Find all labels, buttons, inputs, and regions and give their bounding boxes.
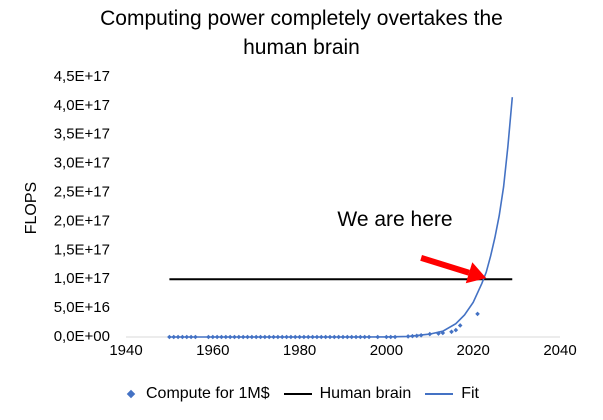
compute-point bbox=[388, 334, 394, 340]
compute-point bbox=[414, 333, 420, 339]
compute-point bbox=[227, 334, 233, 340]
compute-point bbox=[440, 330, 446, 336]
compute-point bbox=[219, 334, 224, 340]
compute-point bbox=[345, 334, 350, 340]
chart-title-line-2: human brain bbox=[243, 36, 360, 59]
compute-point bbox=[214, 334, 220, 340]
y-tick-label: 0,0E+00 bbox=[54, 328, 110, 345]
compute-point bbox=[457, 323, 463, 328]
compute-point bbox=[436, 331, 441, 336]
y-tick-label: 4,5E+17 bbox=[54, 68, 110, 85]
compute-point bbox=[188, 334, 194, 340]
compute-point bbox=[427, 331, 433, 337]
compute-point bbox=[284, 334, 289, 340]
legend-item-brain: Human brain bbox=[283, 385, 412, 403]
y-axis-label: FLOPS bbox=[23, 182, 40, 234]
y-tick-label: 5,0E+16 bbox=[54, 299, 110, 316]
legend-item-fit: Fit bbox=[425, 385, 479, 403]
compute-point bbox=[193, 334, 198, 340]
compute-point bbox=[223, 334, 229, 340]
compute-point bbox=[266, 334, 272, 340]
compute-point bbox=[418, 332, 424, 338]
x-tick-label: 1980 bbox=[283, 342, 316, 359]
compute-point bbox=[245, 334, 250, 340]
y-tick-label: 3,5E+17 bbox=[54, 126, 110, 143]
compute-point bbox=[449, 329, 454, 335]
y-tick-label: 3,0E+17 bbox=[54, 155, 110, 172]
annotation-text: We are here bbox=[337, 208, 452, 231]
y-tick-labels: 0,0E+00 5,0E+16 1,0E+17 1,5E+17 2,0E+17 2,5E+… bbox=[54, 68, 110, 345]
compute-point bbox=[332, 334, 337, 340]
compute-point bbox=[384, 334, 389, 340]
x-tick-label: 2000 bbox=[370, 342, 403, 359]
compute-point bbox=[171, 334, 177, 340]
compute-point bbox=[340, 334, 346, 340]
compute-point bbox=[240, 334, 246, 340]
y-tick-label: 4,0E+17 bbox=[54, 97, 110, 114]
x-tick-label: 2040 bbox=[543, 342, 576, 359]
compute-point bbox=[336, 334, 341, 340]
compute-series bbox=[167, 311, 480, 340]
compute-point bbox=[236, 334, 242, 340]
x-tick-label: 2020 bbox=[457, 342, 490, 359]
compute-point bbox=[253, 334, 259, 340]
x-tick-label: 1940 bbox=[109, 342, 142, 359]
legend-label-fit: Fit bbox=[461, 385, 479, 402]
compute-point bbox=[319, 334, 324, 340]
legend-line-fit bbox=[425, 393, 454, 395]
compute-point bbox=[453, 327, 459, 333]
compute-point bbox=[288, 334, 294, 340]
compute-point bbox=[405, 334, 411, 339]
legend-line-brain bbox=[283, 393, 312, 395]
compute-point bbox=[297, 334, 302, 340]
compute-point bbox=[349, 334, 354, 340]
compute-point bbox=[366, 334, 372, 340]
compute-point bbox=[271, 334, 276, 340]
compute-point bbox=[310, 334, 315, 340]
compute-point bbox=[292, 334, 298, 340]
compute-point bbox=[323, 334, 328, 340]
chart-title-line-1: Computing power completely overtakes the bbox=[100, 7, 503, 30]
compute-point bbox=[358, 334, 363, 340]
chart-title: Computing power completely overtakes the… bbox=[0, 4, 603, 62]
compute-point bbox=[232, 334, 237, 340]
compute-point bbox=[180, 334, 185, 340]
compute-point bbox=[375, 334, 381, 340]
compute-point bbox=[275, 334, 281, 340]
annotation-arrow-shaft bbox=[420, 254, 470, 276]
compute-point bbox=[206, 334, 211, 340]
x-tick-label: 1960 bbox=[196, 342, 229, 359]
compute-point bbox=[301, 334, 307, 340]
compute-point bbox=[314, 334, 320, 340]
compute-point bbox=[362, 334, 367, 340]
compute-point bbox=[475, 311, 480, 317]
compute-point bbox=[175, 334, 181, 340]
legend: Compute for 1M$ Human brain Fit bbox=[0, 385, 603, 403]
compute-point bbox=[249, 334, 255, 340]
y-tick-label: 1,5E+17 bbox=[54, 241, 110, 258]
x-tick-labels: 1940 1960 1980 2000 2020 2040 bbox=[109, 342, 576, 359]
compute-point bbox=[167, 334, 172, 340]
compute-point bbox=[392, 334, 398, 340]
annotation: We are here bbox=[337, 208, 487, 284]
compute-point bbox=[210, 334, 216, 340]
compute-point bbox=[410, 333, 415, 339]
compute-point bbox=[262, 334, 268, 340]
compute-point bbox=[353, 334, 359, 340]
legend-marker-compute bbox=[126, 389, 136, 399]
annotation-arrow-head bbox=[465, 262, 487, 284]
compute-point bbox=[279, 334, 285, 340]
y-tick-label: 2,0E+17 bbox=[54, 212, 110, 229]
compute-point bbox=[327, 334, 333, 340]
legend-label-compute: Compute for 1M$ bbox=[146, 385, 270, 402]
compute-point bbox=[184, 334, 190, 340]
y-tick-label: 2,5E+17 bbox=[54, 184, 110, 201]
compute-point bbox=[305, 334, 311, 340]
legend-label-brain: Human brain bbox=[319, 385, 412, 402]
legend-item-compute: Compute for 1M$ bbox=[124, 385, 270, 403]
compute-point bbox=[258, 334, 263, 340]
y-tick-label: 1,0E+17 bbox=[54, 270, 110, 287]
